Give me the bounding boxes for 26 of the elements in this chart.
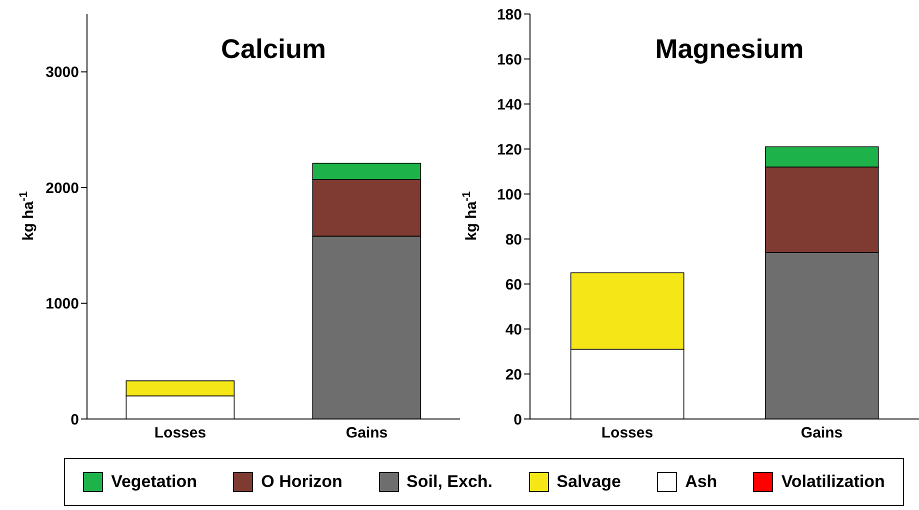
- y-tick-label: 1000: [46, 296, 79, 313]
- x-tick-label: Gains: [346, 424, 388, 442]
- y-tick-label: 60: [505, 276, 522, 294]
- y-tick-label: 20: [505, 366, 522, 384]
- y-tick-label: 80: [505, 231, 522, 248]
- x-tick-label: Losses: [601, 424, 654, 442]
- y-tick-label: 2000: [46, 180, 79, 197]
- text: Calcium: [220, 34, 328, 65]
- x-tick-label: Losses: [154, 424, 206, 442]
- legend-label: Ash: [685, 472, 718, 492]
- text: Magnesium: [654, 34, 805, 65]
- y-tick-label: 140: [496, 96, 522, 114]
- y-tick-label: 0: [70, 411, 79, 428]
- y-tick-label: 0: [514, 411, 522, 428]
- y-tick-label: 120: [496, 141, 522, 158]
- legend-label: Volatilization: [781, 472, 885, 492]
- y-tick-label: 3000: [46, 64, 79, 82]
- y-tick-label: 40: [505, 321, 522, 338]
- legend-label: Vegetation: [111, 472, 198, 492]
- y-tick-label: 160: [496, 51, 522, 68]
- legend-label: O Horizon: [261, 472, 342, 492]
- y-tick-label: 180: [496, 6, 522, 24]
- legend-label: Soil, Exch.: [406, 472, 493, 492]
- y-tick-label: 100: [496, 186, 522, 204]
- legend-label: Salvage: [556, 472, 621, 492]
- x-tick-label: Gains: [800, 424, 843, 442]
